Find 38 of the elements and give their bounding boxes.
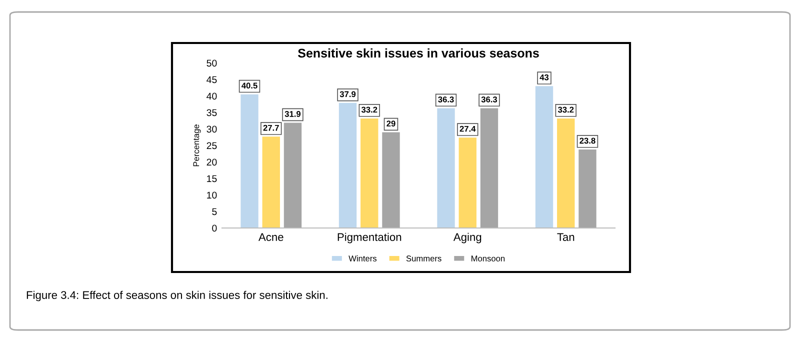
- y-tick-label: 5: [212, 208, 217, 216]
- y-tick-label: 30: [206, 126, 217, 133]
- y-tick-label: 10: [207, 192, 217, 199]
- legend-label: Winters: [348, 255, 377, 262]
- bar: [535, 86, 554, 228]
- data-label: 23.8: [580, 138, 596, 144]
- y-tick-label: 45: [206, 76, 217, 84]
- data-label: 27.7: [263, 124, 279, 131]
- y-tick-label: 25: [206, 142, 217, 150]
- y-tick-label: 50: [206, 60, 217, 67]
- data-label: 33.2: [558, 106, 574, 113]
- bar: [437, 108, 455, 228]
- y-tick-label: 35: [206, 109, 217, 116]
- legend-label: Summers: [406, 256, 442, 262]
- x-tick-label: Tan: [557, 233, 574, 242]
- y-axis-title: Percentage: [193, 124, 201, 166]
- bar: [458, 138, 476, 228]
- data-label: 36.3: [481, 96, 498, 102]
- x-tick-label: Aging: [453, 232, 482, 244]
- x-tick-label: Pigmentation: [338, 232, 402, 244]
- y-tick-label: 40: [206, 92, 217, 100]
- data-label: 43: [540, 74, 549, 80]
- data-label: 31.9: [284, 111, 301, 117]
- data-label: 40.5: [242, 82, 258, 89]
- data-label: 37.9: [340, 91, 356, 98]
- data-label: 36.3: [438, 96, 454, 102]
- bar: [262, 136, 280, 228]
- y-tick-label: 0: [212, 224, 217, 232]
- legend-label: Monsoon: [471, 256, 505, 262]
- data-label: 33.2: [361, 106, 378, 113]
- caption: Figure 3.4: Effect of seasons on skin issues for sensitive skin.: [26, 290, 328, 302]
- data-label: 27.4: [460, 126, 476, 132]
- y-tick-label: 20: [206, 158, 217, 166]
- y-tick-label: 15: [207, 175, 217, 182]
- chart-title: Sensitive skin issues in various seasons: [298, 48, 539, 58]
- data-label: 29: [386, 120, 396, 126]
- bar: [480, 108, 498, 228]
- x-tick-label: Acne: [258, 233, 284, 242]
